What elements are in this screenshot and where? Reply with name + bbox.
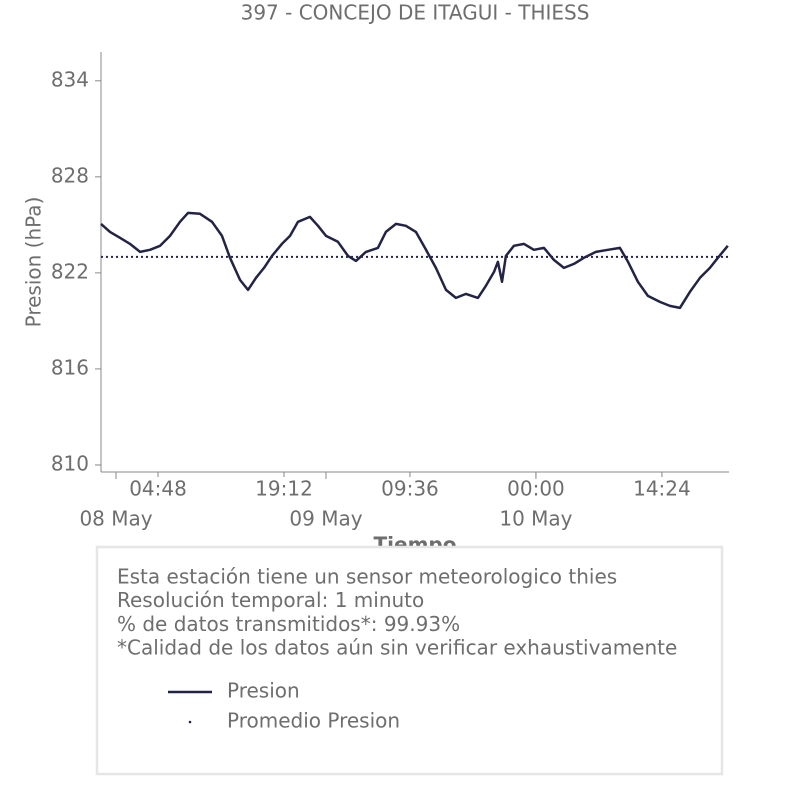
x-tick-label: 04:48 [129, 477, 187, 501]
y-tick-label: 822 [51, 259, 89, 283]
legend-swatch [188, 720, 192, 724]
info-line: % de datos transmitidos*: 99.93% [117, 612, 460, 636]
y-tick-label: 828 [51, 163, 89, 187]
info-line: *Calidad de los datos aún sin verificar … [117, 636, 677, 660]
legend-label: Promedio Presion [227, 709, 400, 733]
x-major-label: 08 May [79, 507, 152, 531]
x-major-label: 09 May [289, 507, 362, 531]
x-tick-label: 14:24 [633, 477, 691, 501]
info-content: Esta estación tiene un sensor meteorolog… [117, 565, 677, 733]
legend-label: Presion [227, 679, 300, 703]
x-major-label: 10 May [499, 507, 572, 531]
info-line: Esta estación tiene un sensor meteorolog… [117, 565, 617, 589]
plot-area: 810 816 822 828 834 04:48 19:12 09:36 00:00 14:24… [51, 67, 729, 531]
y-tick-label: 834 [51, 67, 89, 91]
y-axis-label: Presion (hPa) [22, 197, 46, 328]
chart-title: 397 - CONCEJO DE ITAGUI - THIESS [241, 1, 590, 25]
info-line: Resolución temporal: 1 minuto [117, 588, 424, 612]
series-line [100, 211, 729, 310]
y-tick-label: 810 [51, 451, 89, 475]
x-tick-label: 00:00 [507, 477, 565, 501]
y-tick-label: 816 [51, 355, 89, 379]
x-tick-label: 09:36 [381, 477, 439, 501]
x-tick-label: 19:12 [255, 477, 313, 501]
info-box [95, 545, 724, 776]
